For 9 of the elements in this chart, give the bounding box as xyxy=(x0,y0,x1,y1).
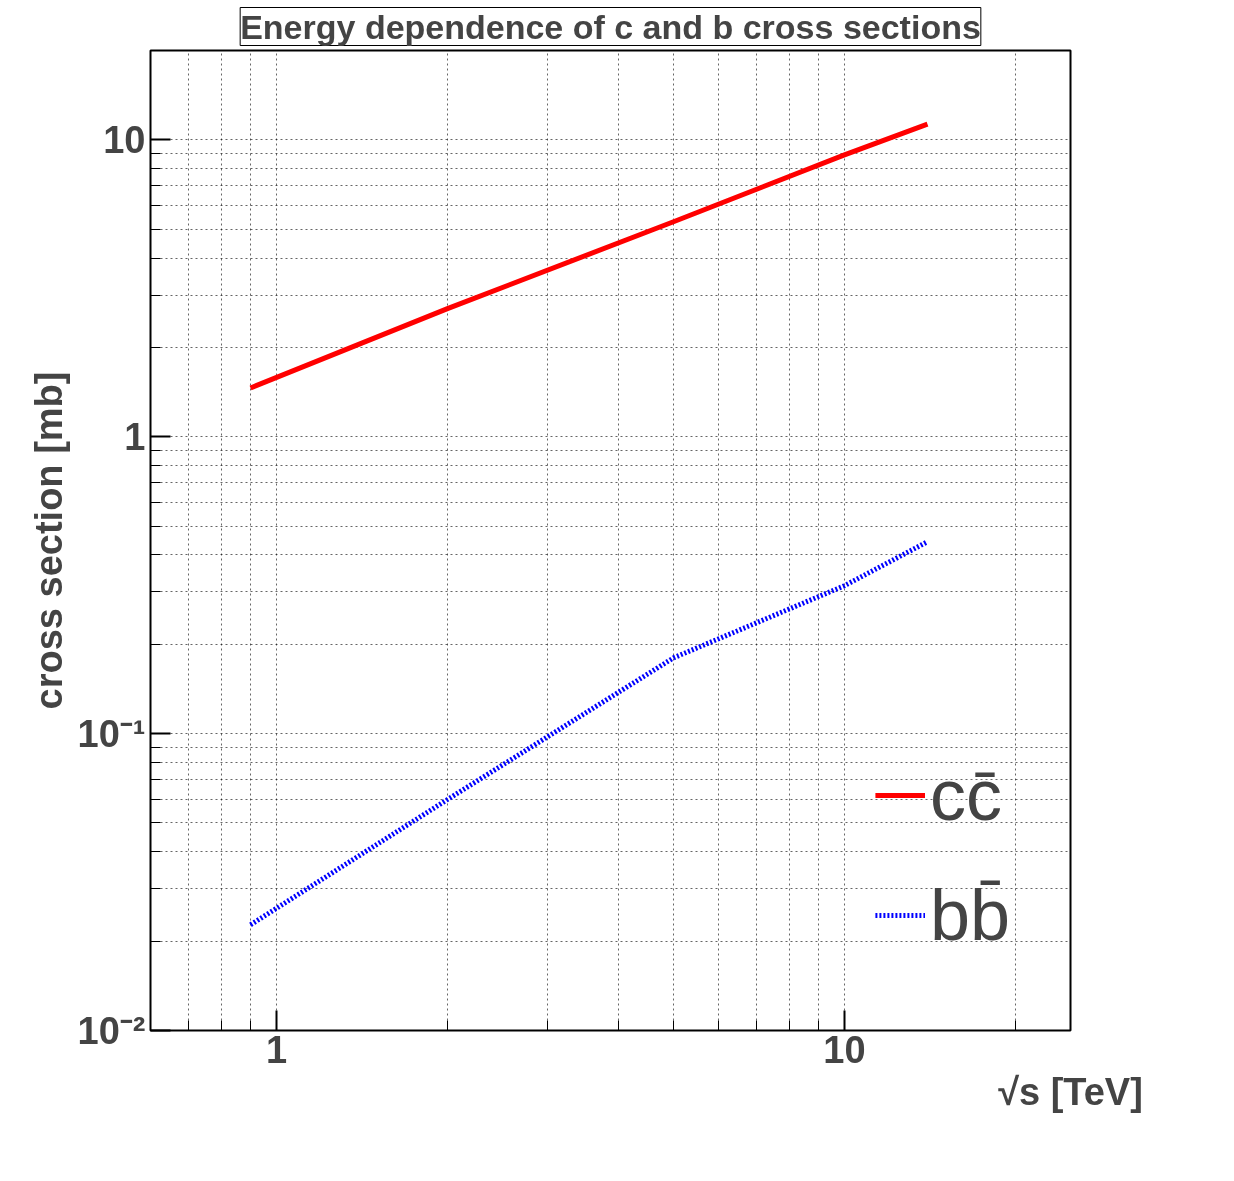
y-tick-label: 1 xyxy=(124,415,146,458)
y-axis-title: cross section [mb] xyxy=(27,371,70,710)
chart-title: Energy dependence of c and b cross sections xyxy=(240,7,981,46)
x-axis-title: √s [TeV] xyxy=(998,1070,1143,1113)
y-tick-label: 10⁻² xyxy=(77,1009,146,1052)
legend-label: bb̄ xyxy=(929,874,1010,957)
y-tick-label: 10⁻¹ xyxy=(77,712,146,755)
legend-label: cc̄ xyxy=(929,754,1002,837)
y-tick-label: 10 xyxy=(103,118,146,161)
